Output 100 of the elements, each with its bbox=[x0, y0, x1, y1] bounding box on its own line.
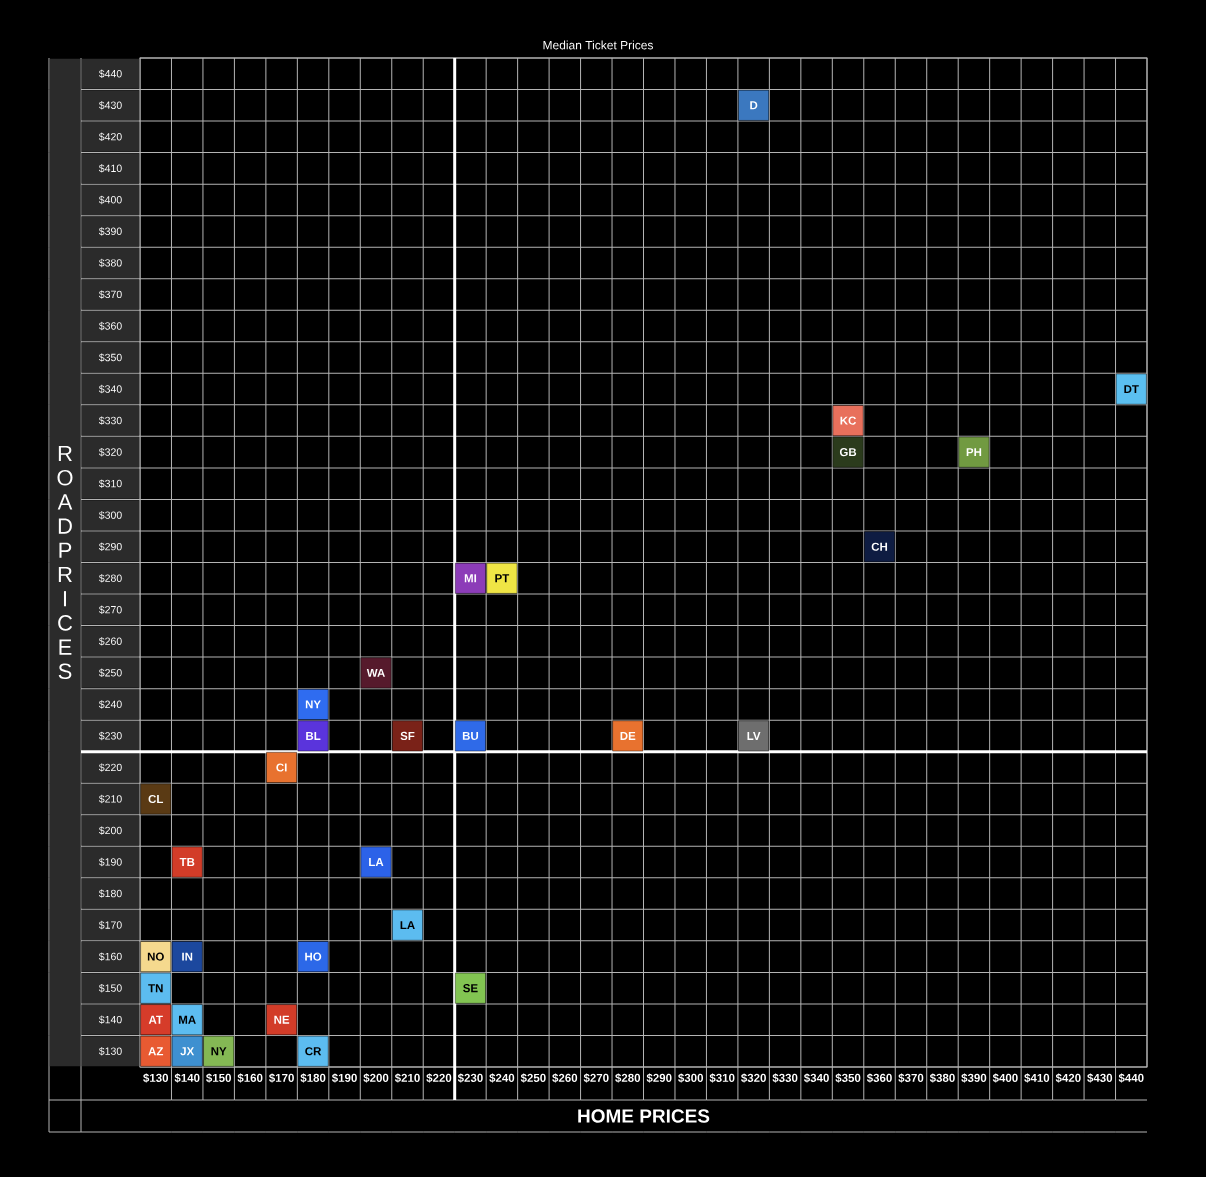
series-label: WA bbox=[366, 668, 385, 677]
y-tick-label: $380 bbox=[98, 258, 122, 268]
series-label: GB bbox=[839, 448, 857, 457]
x-tick-label: $280 bbox=[615, 1073, 641, 1083]
y-tick-label: $150 bbox=[98, 983, 122, 993]
series-label: LV bbox=[747, 731, 761, 740]
y-tick-label: $310 bbox=[98, 479, 122, 488]
y-tick-label: $340 bbox=[98, 384, 122, 394]
x-tick-label: $290 bbox=[646, 1073, 672, 1083]
x-tick-label: $400 bbox=[992, 1073, 1018, 1083]
series-label: SF bbox=[400, 731, 415, 740]
x-tick-label: $220 bbox=[426, 1073, 452, 1083]
y-tick-label: $160 bbox=[98, 952, 122, 961]
text: ROAD PRICES bbox=[57, 445, 73, 680]
chart-title: Median Ticket Prices bbox=[543, 40, 654, 50]
x-tick-label: $170 bbox=[268, 1073, 294, 1083]
series-label: CR bbox=[305, 1047, 322, 1056]
y-tick-label: $230 bbox=[98, 731, 122, 741]
series-label: MI bbox=[464, 574, 477, 583]
series-label: NY bbox=[305, 700, 321, 709]
point bbox=[171, 941, 203, 972]
series-label: AT bbox=[148, 1015, 163, 1024]
series-label: KC bbox=[840, 416, 857, 425]
series-label: HO bbox=[305, 952, 322, 961]
x-tick-label: $240 bbox=[489, 1073, 515, 1083]
x-tick-label: $210 bbox=[394, 1073, 420, 1083]
x-tick-label: $360 bbox=[866, 1073, 892, 1083]
y-tick-label: $420 bbox=[98, 132, 122, 142]
x-tick-label: $330 bbox=[772, 1073, 798, 1083]
series-label: DT bbox=[1124, 385, 1139, 394]
y-tick-label: $240 bbox=[98, 700, 122, 709]
x-tick-label: $300 bbox=[678, 1073, 704, 1083]
series-label: DE bbox=[620, 731, 636, 740]
x-tick-label: $340 bbox=[803, 1073, 829, 1083]
x-tick-label: $200 bbox=[363, 1073, 389, 1083]
x-tick-label: $420 bbox=[1055, 1073, 1081, 1083]
y-tick-label: $350 bbox=[98, 353, 122, 362]
y-tick-label: $330 bbox=[98, 416, 122, 425]
series-label: CL bbox=[148, 794, 164, 804]
series-label: NE bbox=[274, 1015, 290, 1024]
y-tick-label: $400 bbox=[98, 195, 122, 205]
x-tick-label: $230 bbox=[457, 1073, 483, 1083]
y-tick-label: $430 bbox=[98, 101, 122, 110]
point bbox=[738, 89, 769, 121]
y-tick-label: $180 bbox=[98, 889, 122, 898]
series-label: IN bbox=[182, 952, 193, 961]
x-tick-label: $250 bbox=[520, 1073, 546, 1083]
series-label: PH bbox=[966, 448, 982, 457]
x-tick-label: $410 bbox=[1024, 1073, 1050, 1083]
series-label: JX bbox=[180, 1047, 195, 1056]
y-tick-label: $170 bbox=[98, 920, 122, 930]
series-label: MA bbox=[179, 1015, 196, 1024]
series-label: CH bbox=[871, 542, 888, 551]
x-tick-label: $180 bbox=[300, 1073, 326, 1083]
x-tick-label: $160 bbox=[237, 1073, 263, 1083]
series-label: AZ bbox=[148, 1047, 164, 1056]
x-tick-label: $150 bbox=[206, 1073, 231, 1083]
y-tick-label: $220 bbox=[98, 763, 122, 772]
y-tick-label: $300 bbox=[98, 510, 122, 520]
y-tick-label: $440 bbox=[98, 69, 122, 79]
series-label: SE bbox=[463, 984, 478, 993]
y-tick-label: $290 bbox=[98, 542, 122, 551]
series-label: BU bbox=[462, 731, 479, 740]
y-tick-label: $250 bbox=[98, 668, 122, 678]
series-label: NO bbox=[147, 952, 164, 961]
series-label: D bbox=[750, 101, 758, 110]
series-label: NY bbox=[211, 1047, 227, 1056]
series-label: LA bbox=[400, 921, 415, 930]
y-tick-label: $210 bbox=[98, 794, 122, 804]
series-label: TN bbox=[148, 984, 163, 993]
y-tick-label: $130 bbox=[98, 1046, 122, 1056]
x-axis-title: HOME PRICES bbox=[578, 1109, 710, 1123]
series-label: LA bbox=[369, 858, 384, 866]
x-tick-label: $130 bbox=[143, 1073, 169, 1083]
x-tick-label: $350 bbox=[835, 1073, 861, 1083]
series-label: CI bbox=[276, 763, 287, 772]
x-tick-label: $380 bbox=[929, 1073, 955, 1083]
y-tick-label: $370 bbox=[98, 290, 122, 299]
y-tick-label: $320 bbox=[98, 447, 122, 457]
x-tick-label: $190 bbox=[331, 1073, 357, 1083]
x-tick-label: $440 bbox=[1118, 1073, 1144, 1083]
y-tick-label: $410 bbox=[98, 164, 122, 173]
y-tick-label: $140 bbox=[98, 1015, 122, 1024]
y-tick-label: $190 bbox=[98, 857, 122, 867]
series-label: PT bbox=[495, 574, 510, 583]
series-label: TB bbox=[179, 858, 195, 866]
x-tick-label: $310 bbox=[709, 1073, 735, 1083]
y-tick-label: $260 bbox=[98, 637, 122, 646]
y-tick-label: $200 bbox=[98, 826, 122, 835]
x-tick-label: $390 bbox=[961, 1073, 987, 1083]
x-tick-label: $370 bbox=[898, 1073, 924, 1083]
x-tick-label: $320 bbox=[741, 1073, 766, 1083]
x-tick-label: $260 bbox=[552, 1073, 578, 1083]
y-tick-label: $270 bbox=[98, 605, 122, 615]
x-tick-label: $270 bbox=[583, 1073, 609, 1083]
y-tick-label: $280 bbox=[98, 574, 122, 583]
x-tick-label: $140 bbox=[174, 1073, 200, 1083]
y-tick-label: $390 bbox=[98, 227, 122, 236]
y-tick-label: $360 bbox=[98, 321, 122, 331]
series-label: BL bbox=[306, 731, 321, 740]
